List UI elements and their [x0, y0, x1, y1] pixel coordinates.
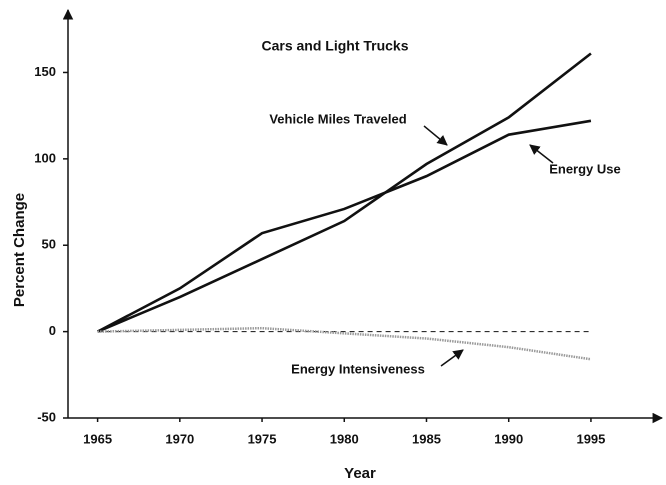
x-tick-label: 1970 [165, 431, 194, 446]
y-tick-label: 100 [34, 150, 56, 165]
series-label: Energy Use [549, 161, 621, 176]
annotation-arrow [529, 144, 554, 164]
annotation-arrow [440, 349, 464, 367]
series-label: Vehicle Miles Traveled [269, 111, 406, 126]
y-tick-label: 0 [49, 323, 56, 338]
annotation-arrow [423, 125, 448, 146]
y-tick-label: 150 [34, 64, 56, 79]
y-tick-label: 50 [42, 237, 56, 252]
series-line [96, 119, 592, 333]
series-label: Energy Intensiveness [291, 361, 425, 376]
chart-title: Cars and Light Trucks [261, 38, 408, 54]
y-tick-label: -50 [37, 409, 56, 424]
x-tick-label: 1965 [83, 431, 112, 446]
x-tick-label: 1995 [576, 431, 605, 446]
y-axis-label: Percent Change [11, 193, 28, 307]
series-line [97, 52, 592, 333]
x-tick-label: 1980 [330, 431, 359, 446]
x-tick-label: 1990 [494, 431, 523, 446]
x-tick-label: 1975 [248, 431, 277, 446]
x-tick-label: 1985 [412, 431, 441, 446]
series-line [97, 326, 592, 361]
x-axis-label: Year [344, 465, 376, 482]
